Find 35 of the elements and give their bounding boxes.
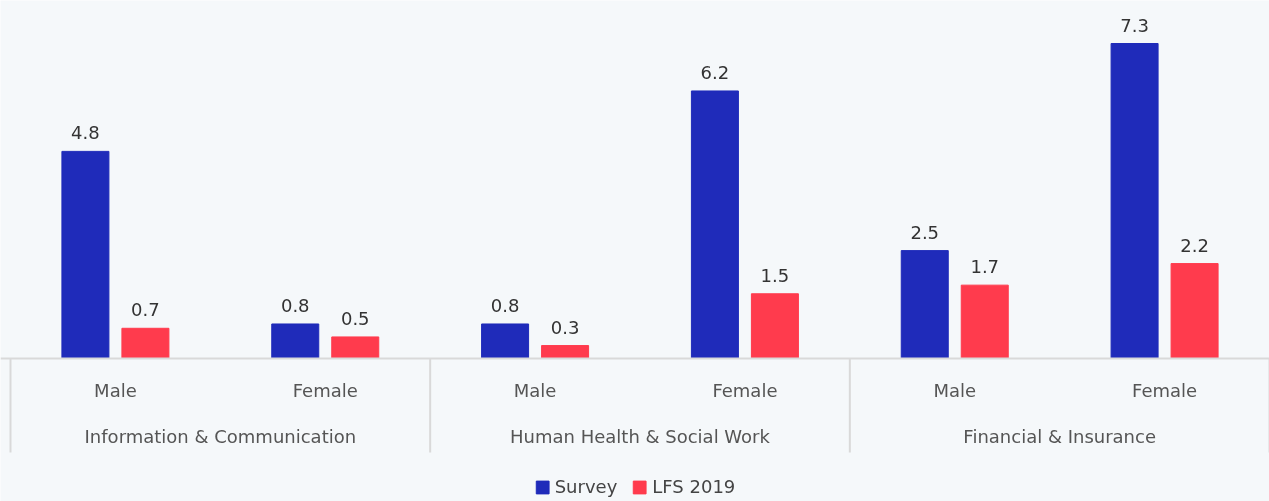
data-label: 0.7: [131, 299, 160, 321]
legend-label: LFS 2019: [652, 476, 736, 497]
x-tick-label: Female: [712, 380, 778, 401]
bar: [481, 323, 530, 359]
x-tick-label: Female: [1132, 380, 1198, 401]
x-tick-label: Female: [292, 380, 358, 401]
bar: [900, 250, 949, 359]
x-tick-label: Male: [94, 380, 137, 401]
bar: [121, 327, 170, 359]
bar: [61, 150, 110, 359]
data-label: 0.5: [340, 307, 370, 329]
data-label: 1.5: [760, 264, 790, 286]
data-label: 1.7: [970, 256, 1000, 278]
bar: [271, 323, 320, 359]
text: Information & Communication: [84, 426, 357, 447]
data-label: 6.2: [700, 61, 730, 83]
data-label: 0.8: [490, 294, 520, 316]
legend-label: Survey: [554, 476, 618, 497]
data-label: 2.5: [910, 221, 940, 243]
data-label: 2.2: [1180, 234, 1209, 256]
data-label: 0.3: [550, 316, 580, 338]
text: Financial & Insurance: [963, 426, 1156, 447]
bar: [1170, 263, 1219, 359]
text: Human Health & Social Work: [510, 426, 771, 447]
data-label: 7.3: [1120, 14, 1149, 36]
data-label: 4.8: [71, 122, 100, 144]
bar: [690, 90, 739, 359]
x-tick-label: Male: [513, 380, 557, 401]
x-tick-label: Male: [933, 380, 977, 401]
data-label: 0.8: [280, 294, 310, 316]
bar: [541, 345, 590, 359]
bar: [1110, 43, 1159, 359]
bar: [331, 336, 380, 359]
bar: [960, 284, 1009, 359]
bar: [750, 293, 799, 359]
